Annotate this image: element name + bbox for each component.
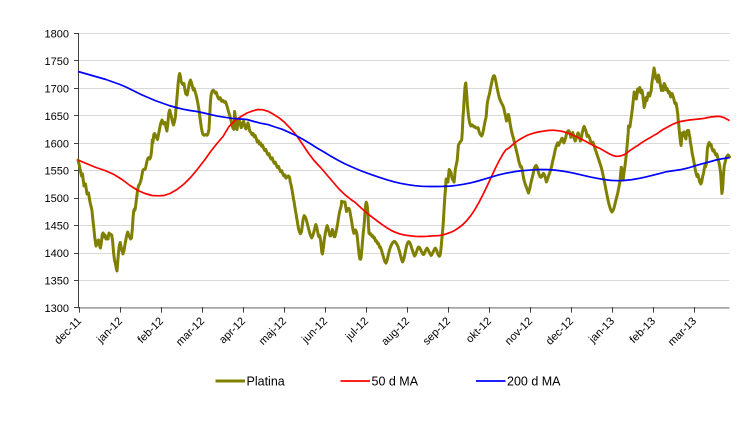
svg-text:200 d MA: 200 d MA xyxy=(507,374,561,388)
svg-text:1300: 1300 xyxy=(45,303,69,315)
svg-text:1600: 1600 xyxy=(45,138,69,150)
svg-text:1800: 1800 xyxy=(45,29,69,41)
svg-text:1350: 1350 xyxy=(45,276,69,288)
svg-text:1400: 1400 xyxy=(45,248,69,260)
svg-text:50 d MA: 50 d MA xyxy=(372,374,419,388)
svg-text:1450: 1450 xyxy=(45,221,69,233)
svg-text:1550: 1550 xyxy=(45,166,69,178)
svg-text:Platina: Platina xyxy=(247,374,285,388)
svg-text:1750: 1750 xyxy=(45,56,69,68)
svg-text:1650: 1650 xyxy=(45,111,69,123)
svg-text:1500: 1500 xyxy=(45,193,69,205)
svg-text:1700: 1700 xyxy=(45,83,69,95)
